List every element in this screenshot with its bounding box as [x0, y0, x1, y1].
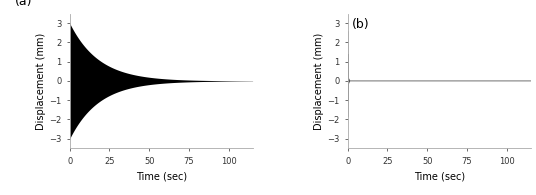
Y-axis label: Displacement (mm): Displacement (mm) [314, 32, 324, 129]
X-axis label: Time (sec): Time (sec) [414, 171, 465, 181]
Text: (b): (b) [352, 18, 369, 31]
Text: (a): (a) [15, 0, 32, 8]
X-axis label: Time (sec): Time (sec) [136, 171, 187, 181]
Y-axis label: Displacement (mm): Displacement (mm) [36, 32, 46, 129]
